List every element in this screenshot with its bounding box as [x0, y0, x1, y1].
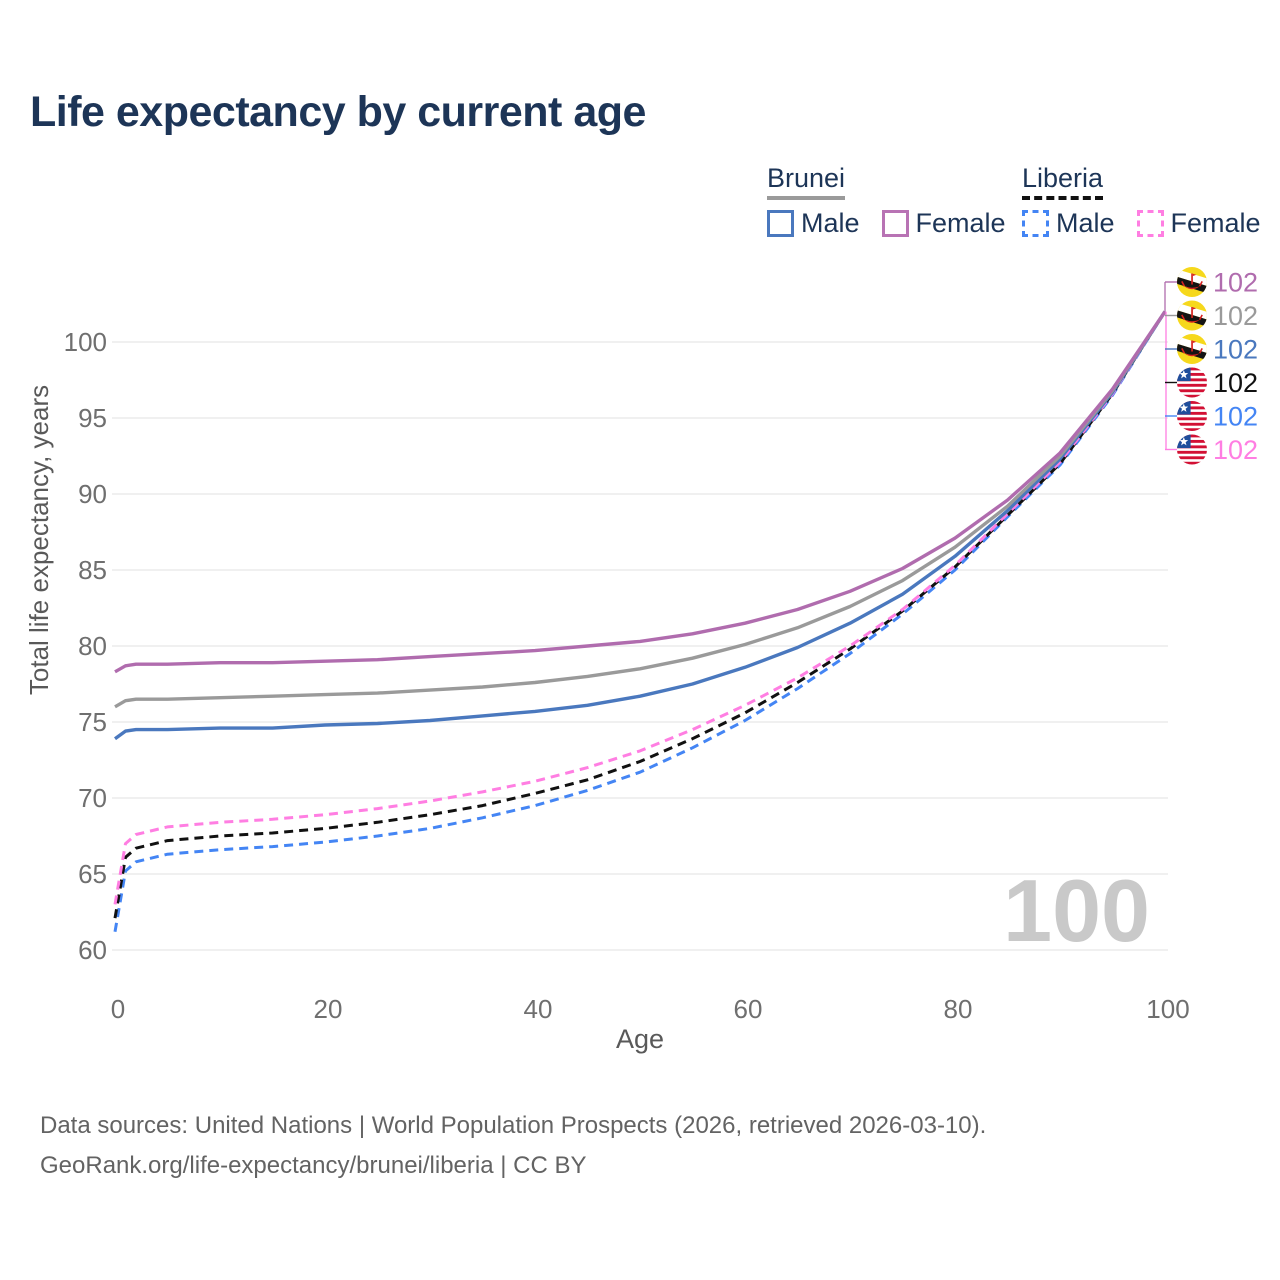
legend-item-liberia-male[interactable]: Male	[1022, 208, 1115, 239]
series-line-liberia-male[interactable]	[113, 310, 1167, 933]
end-value-label-liberia-both-sexes: 102	[1213, 368, 1258, 398]
legend-item-brunei-male[interactable]: Male	[767, 208, 860, 239]
liberia-female-swatch-icon	[1136, 210, 1164, 237]
end-value-label-liberia-male: 102	[1213, 402, 1258, 432]
series-line-brunei-both-sexes[interactable]	[114, 310, 1167, 709]
liberia-flag-icon	[1177, 434, 1207, 465]
x-tick-label-60: 60	[734, 994, 763, 1024]
x-tick-label-80: 80	[944, 994, 973, 1024]
legend-label: Female	[915, 208, 1006, 238]
y-tick-label-85: 85	[78, 555, 107, 585]
liberia-male-swatch-icon	[1022, 210, 1049, 237]
legend-label: Male	[801, 208, 860, 238]
legend-group-brunei: Brunei Male Female	[767, 163, 1006, 239]
y-tick-label-65: 65	[78, 859, 107, 889]
series-line-brunei-female[interactable]	[114, 310, 1167, 674]
age-watermark: 100	[1003, 861, 1150, 960]
attribution-line: GeoRank.org/life-expectancy/brunei/liber…	[40, 1152, 587, 1179]
x-tick-label-40: 40	[524, 994, 553, 1024]
brunei-flag-icon	[1177, 334, 1207, 364]
legend-header-brunei[interactable]: Brunei	[767, 163, 846, 200]
y-tick-label-60: 60	[78, 935, 107, 965]
y-tick-label-100: 100	[64, 327, 107, 357]
series-line-brunei-male[interactable]	[114, 310, 1167, 741]
data-sources-line: Data sources: United Nations | World Pop…	[40, 1112, 987, 1139]
legend-item-liberia-female[interactable]: Female	[1136, 208, 1261, 239]
brunei-flag-icon	[1177, 300, 1207, 331]
end-value-label-brunei-male: 102	[1213, 335, 1258, 365]
end-value-label-brunei-female: 102	[1213, 268, 1258, 298]
legend-label: Male	[1056, 208, 1115, 238]
liberia-flag-icon	[1177, 401, 1207, 431]
y-tick-label-90: 90	[78, 479, 107, 509]
x-tick-label-100: 100	[1146, 994, 1189, 1024]
x-tick-label-20: 20	[314, 994, 343, 1024]
brunei-female-swatch-icon	[881, 210, 909, 237]
y-tick-label-70: 70	[78, 783, 107, 813]
legend-item-brunei-female[interactable]: Female	[881, 208, 1006, 239]
chart-footer: Data sources: United Nations | World Pop…	[40, 1106, 986, 1186]
x-axis-title: Age	[616, 1024, 664, 1054]
page-title: Life expectancy by current age	[30, 88, 646, 136]
legend-header-liberia[interactable]: Liberia	[1022, 163, 1104, 200]
brunei-male-swatch-icon	[767, 210, 794, 237]
legend-label: Female	[1170, 208, 1261, 238]
series-line-liberia-female[interactable]	[113, 310, 1167, 905]
end-value-label-liberia-female: 102	[1213, 435, 1258, 465]
x-tick-label-0: 0	[111, 994, 125, 1024]
end-value-label-brunei-both-sexes: 102	[1213, 301, 1258, 331]
y-tick-label-95: 95	[78, 403, 107, 433]
brunei-flag-icon	[1177, 267, 1207, 297]
y-tick-label-80: 80	[78, 631, 107, 661]
legend-group-liberia: Liberia Male Female	[1022, 163, 1261, 239]
liberia-flag-icon	[1177, 367, 1207, 398]
y-tick-label-75: 75	[78, 707, 107, 737]
series-line-liberia-both-sexes[interactable]	[113, 310, 1167, 919]
y-axis-title: Total life expectancy, years	[24, 385, 54, 695]
